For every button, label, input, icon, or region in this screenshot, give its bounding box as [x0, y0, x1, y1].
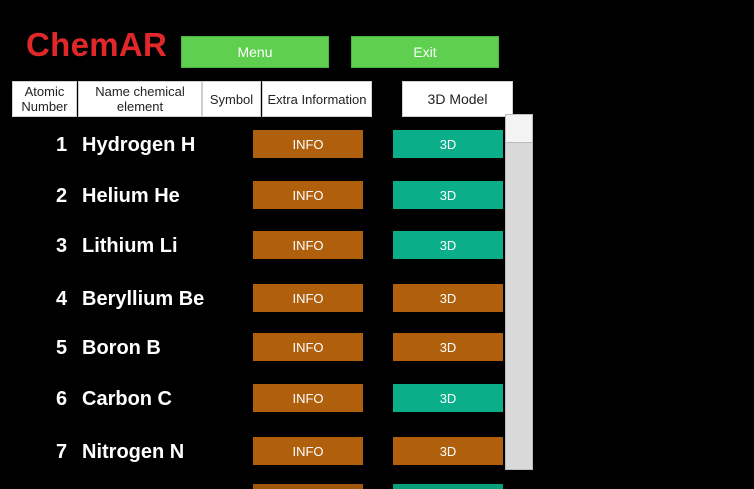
atomic-number: 4	[56, 287, 68, 310]
element-row-6: 6 Carbon C INFO 3D	[0, 384, 520, 414]
atomic-number: 7	[56, 440, 68, 463]
3d-model-button[interactable]: 3D	[393, 181, 503, 209]
header-3d-model: 3D Model	[402, 81, 513, 117]
element-row-4: 4 Beryllium Be INFO 3D	[0, 284, 520, 314]
app-title: ChemAR	[26, 26, 168, 63]
3d-model-button[interactable]: 3D	[393, 231, 503, 259]
atomic-number: 1	[56, 133, 68, 156]
element-name: Beryllium Be	[82, 287, 205, 310]
info-button-partial[interactable]	[253, 484, 363, 489]
atomic-number: 6	[56, 387, 68, 410]
atomic-number: 2	[56, 184, 68, 207]
element-row-1: 1 Hydrogen H INFO 3D	[0, 130, 520, 160]
menu-button[interactable]: Menu	[181, 36, 329, 68]
element-name: Nitrogen N	[82, 440, 185, 463]
3d-model-button-partial[interactable]	[393, 484, 503, 489]
info-button[interactable]: INFO	[253, 384, 363, 412]
info-button[interactable]: INFO	[253, 181, 363, 209]
element-row-3: 3 Lithium Li INFO 3D	[0, 231, 520, 261]
element-name: Helium He	[82, 184, 180, 207]
exit-button[interactable]: Exit	[351, 36, 499, 68]
element-name: Hydrogen H	[82, 133, 196, 156]
header-symbol: Symbol	[202, 81, 261, 117]
3d-model-button[interactable]: 3D	[393, 384, 503, 412]
element-row-label: 6 Carbon C	[56, 384, 172, 414]
atomic-number: 5	[56, 336, 68, 359]
element-row-5: 5 Boron B INFO 3D	[0, 333, 520, 363]
element-name: Carbon C	[82, 387, 172, 410]
element-row-label: 7 Nitrogen N	[56, 437, 184, 467]
info-button[interactable]: INFO	[253, 284, 363, 312]
element-row-label: 2 Helium He	[56, 181, 180, 211]
list-scrollbar[interactable]	[505, 114, 533, 470]
info-button[interactable]: INFO	[253, 231, 363, 259]
info-button[interactable]: INFO	[253, 130, 363, 158]
info-button[interactable]: INFO	[253, 437, 363, 465]
3d-model-button[interactable]: 3D	[393, 333, 503, 361]
element-row-label: 1 Hydrogen H	[56, 130, 195, 160]
element-row-label: 3 Lithium Li	[56, 231, 178, 261]
info-button[interactable]: INFO	[253, 333, 363, 361]
element-row-label: 4 Beryllium Be	[56, 284, 204, 314]
header-atomic-number: Atomic Number	[12, 81, 77, 117]
element-name: Lithium Li	[82, 234, 178, 257]
header-element-name: Name chemical element	[78, 81, 202, 117]
element-row-7: 7 Nitrogen N INFO 3D	[0, 437, 520, 467]
header-extra-information: Extra Information	[262, 81, 372, 117]
scrollbar-thumb[interactable]	[506, 115, 532, 143]
3d-model-button[interactable]: 3D	[393, 130, 503, 158]
element-name: Boron B	[82, 336, 161, 359]
3d-model-button[interactable]: 3D	[393, 284, 503, 312]
element-row-label: 5 Boron B	[56, 333, 161, 363]
3d-model-button[interactable]: 3D	[393, 437, 503, 465]
element-row-2: 2 Helium He INFO 3D	[0, 181, 520, 211]
atomic-number: 3	[56, 234, 68, 257]
